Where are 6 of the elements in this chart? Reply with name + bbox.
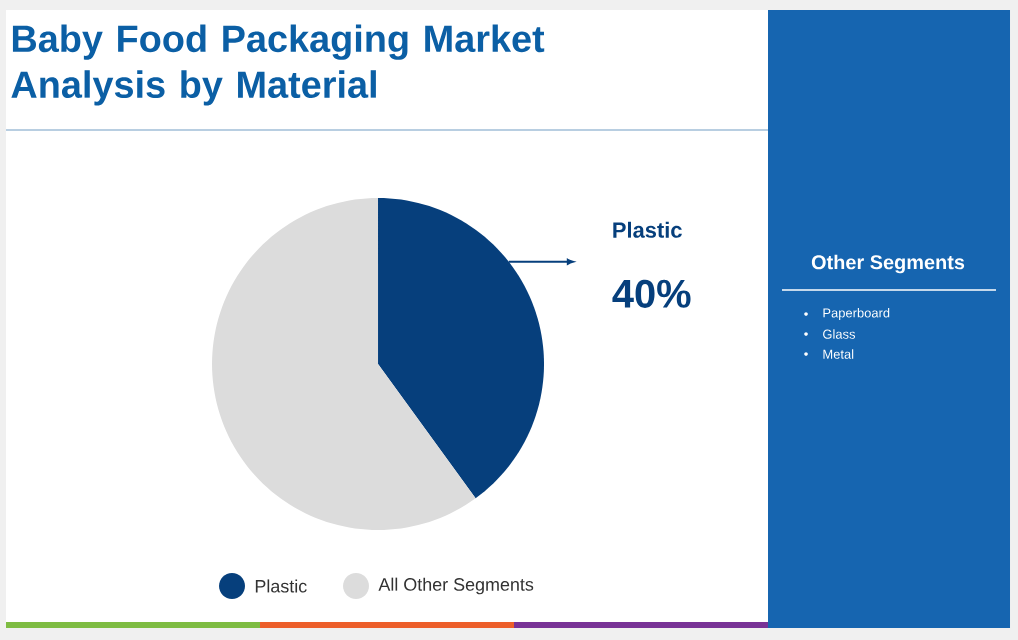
legend-label: Plastic: [255, 579, 307, 593]
legend-label: All Other Segments: [378, 577, 534, 595]
slice-label: Plastic: [613, 221, 682, 238]
chart-title: Baby Food Packaging Market Analysis by Material: [11, 24, 545, 106]
text: Other Segments: [811, 254, 965, 274]
data-label: 40%: [612, 279, 691, 308]
